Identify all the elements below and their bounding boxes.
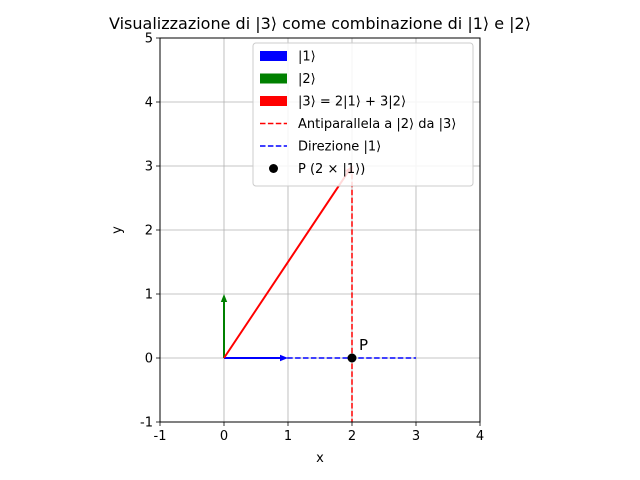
legend-swatch bbox=[260, 51, 287, 61]
y-tick-label: 4 bbox=[145, 96, 153, 111]
y-tick-label: -1 bbox=[140, 416, 153, 431]
legend-label: Antiparallela a |2⟩ da |3⟩ bbox=[298, 117, 456, 132]
legend-label: |1⟩ bbox=[298, 50, 316, 65]
legend: |1⟩ |2⟩ |3⟩ = 2|1⟩ + 3|2⟩ Antiparallela a |… bbox=[252, 42, 474, 187]
legend-swatch bbox=[260, 73, 287, 84]
x-tick-label: 2 bbox=[348, 429, 356, 444]
legend-label: |2⟩ bbox=[298, 72, 316, 87]
x-tick-label: 3 bbox=[412, 429, 420, 444]
y-tick-label: 2 bbox=[145, 224, 153, 239]
y-axis-label: y bbox=[110, 226, 125, 234]
x-tick-label: 4 bbox=[476, 429, 484, 444]
vector-shaft bbox=[223, 172, 349, 359]
point-marker bbox=[347, 353, 357, 363]
y-tick-label: 3 bbox=[145, 160, 153, 175]
legend-swatch bbox=[269, 164, 278, 173]
x-tick-label: 0 bbox=[220, 429, 228, 444]
vector-arrowhead bbox=[280, 354, 288, 362]
legend-label: P (2 × |1⟩) bbox=[298, 162, 365, 177]
x-axis-label: x bbox=[316, 451, 324, 466]
axis-ticks: -1 0 1 2 3 4 -1 0 1 2 3 4 5 bbox=[140, 32, 484, 445]
vector-arrowhead bbox=[220, 294, 228, 302]
y-tick-label: 0 bbox=[145, 352, 153, 367]
legend-swatch bbox=[260, 96, 287, 106]
y-tick-label: 5 bbox=[145, 32, 153, 47]
y-tick-label: 1 bbox=[145, 288, 153, 303]
legend-frame bbox=[252, 42, 474, 187]
x-tick-label: 1 bbox=[284, 429, 292, 444]
x-tick-label: -1 bbox=[154, 429, 167, 444]
chart-title: Visualizzazione di |3⟩ come combinazione… bbox=[109, 14, 531, 33]
legend-label: Direzione |1⟩ bbox=[298, 140, 381, 155]
point-label: P bbox=[359, 336, 368, 354]
plot-content: P bbox=[220, 166, 416, 422]
legend-label: |3⟩ = 2|1⟩ + 3|2⟩ bbox=[298, 95, 406, 110]
